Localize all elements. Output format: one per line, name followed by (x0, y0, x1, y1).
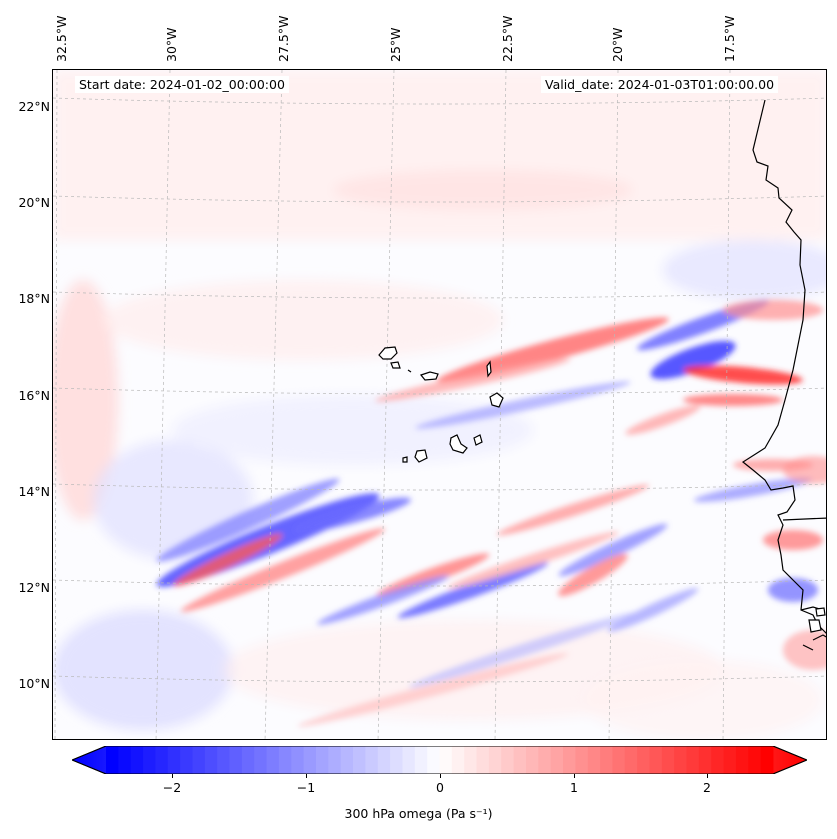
colorbar-level (698, 746, 712, 774)
colorbar-level (464, 746, 478, 774)
cb-tickmark-2 (707, 774, 708, 778)
cb-tickmark-neg1 (306, 774, 307, 778)
omega-field-map (53, 70, 826, 739)
colorbar-level (661, 746, 675, 774)
colorbar-level (538, 746, 552, 774)
colorbar-level (303, 746, 317, 774)
cb-tick-label-0: 0 (436, 780, 444, 795)
colorbar-level (130, 746, 144, 774)
colorbar-level (451, 746, 465, 774)
colorbar-level (241, 746, 255, 774)
colorbar-level (760, 746, 774, 774)
colorbar-level (427, 746, 440, 774)
colorbar-level (217, 746, 231, 774)
colorbar-level (229, 746, 243, 774)
cb-tickmark-0 (440, 774, 441, 778)
cb-tick-label-1: 1 (570, 780, 578, 795)
colorbar-level (353, 746, 366, 774)
colorbar-level (624, 746, 638, 774)
colorbar-level (390, 746, 403, 774)
cape-verde-islands (378, 346, 826, 633)
graticule (53, 70, 826, 739)
valid-date-label: Valid_date: 2024-01-03T01:00:00.00 (541, 76, 779, 93)
colorbar-level (118, 746, 132, 774)
lat-label-16n: 16°N (18, 388, 50, 403)
colorbar-level (600, 746, 613, 774)
colorbar-level (328, 746, 342, 774)
colorbar-level (563, 746, 576, 774)
cb-tick-label-neg2: −2 (162, 780, 182, 795)
colorbar-level (711, 746, 725, 774)
colorbar-level (315, 746, 329, 774)
colorbar-level (204, 746, 218, 774)
colorbar-level (414, 746, 428, 774)
colorbar-level (106, 746, 119, 774)
colorbar-level (180, 746, 193, 774)
colorbar-level (686, 746, 700, 774)
colorbar-level (476, 746, 490, 774)
colorbar-level (278, 746, 292, 774)
colorbar-level (649, 746, 663, 774)
colorbar-label: 300 hPa omega (Pa s⁻¹) (344, 806, 493, 821)
colorbar-level (155, 746, 169, 774)
colorbar-level (735, 746, 749, 774)
colorbar-level (402, 746, 416, 774)
omega-streaks (156, 299, 826, 727)
colorbar-level (439, 746, 453, 774)
colorbar-level (167, 746, 181, 774)
lat-label-10n: 10°N (18, 676, 50, 691)
colorbar-level (365, 746, 379, 774)
cb-tickmark-neg2 (172, 774, 173, 778)
colorbar-level (674, 746, 688, 774)
lon-label-25w: 25°W (388, 27, 403, 62)
cb-tick-label-neg1: −1 (296, 780, 316, 795)
colorbar-level (637, 746, 650, 774)
colorbar-level (525, 746, 539, 774)
colorbar-level (488, 746, 502, 774)
colorbar-level (192, 746, 206, 774)
colorbar-level (377, 746, 391, 774)
map-panel (52, 69, 827, 740)
colorbar-level (587, 746, 601, 774)
lon-label-17-5w: 17.5°W (722, 15, 737, 62)
lon-label-30w: 30°W (164, 27, 179, 62)
colorbar-level (291, 746, 305, 774)
cb-tickmark-1 (574, 774, 575, 778)
colorbar-level (254, 746, 268, 774)
lat-label-12n: 12°N (18, 580, 50, 595)
lat-label-22n: 22°N (18, 99, 50, 114)
colorbar-level (550, 746, 564, 774)
colorbar-level (513, 746, 527, 774)
lat-label-20n: 20°N (18, 195, 50, 210)
background-field (53, 70, 826, 739)
lon-label-27-5w: 27.5°W (276, 15, 291, 62)
lat-label-18n: 18°N (18, 291, 50, 306)
colorbar-level (266, 746, 280, 774)
colorbar-level (340, 746, 354, 774)
colorbar-level (575, 746, 589, 774)
cb-tick-label-2: 2 (703, 780, 711, 795)
colorbar-level (501, 746, 515, 774)
lon-label-32-5w: 32.5°W (54, 15, 69, 62)
colorbar-gradient (70, 745, 809, 775)
lat-label-14n: 14°N (18, 484, 50, 499)
colorbar-level (143, 746, 156, 774)
colorbar (70, 745, 809, 775)
lon-label-20w: 20°W (610, 27, 625, 62)
lon-label-22-5w: 22.5°W (500, 15, 515, 62)
colorbar-level (612, 746, 626, 774)
colorbar-level (723, 746, 737, 774)
colorbar-level (748, 746, 762, 774)
start-date-label: Start date: 2024-01-02_00:00:00 (75, 76, 289, 93)
